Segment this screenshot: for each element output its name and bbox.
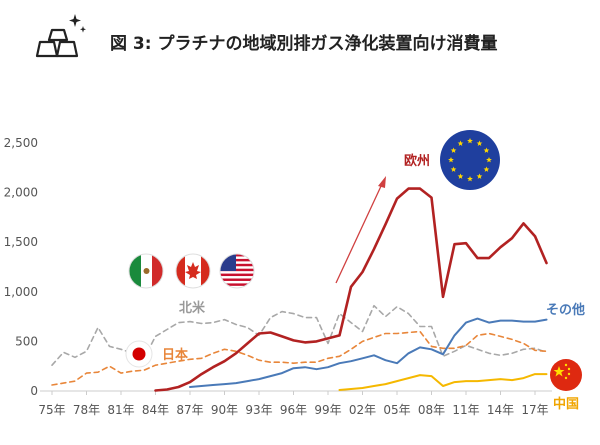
x-tick-label: 14年	[487, 403, 514, 417]
x-tick-label: 17年	[521, 403, 548, 417]
us-stripe	[220, 283, 254, 286]
series-lines	[51, 187, 548, 392]
x-tick-label: 78年	[73, 403, 100, 417]
eu-star	[450, 147, 457, 153]
canada-flag-icon	[175, 253, 211, 289]
label-europe: 欧州	[404, 153, 430, 169]
x-tick-label: 08年	[418, 403, 445, 417]
x-tick-label: 90年	[211, 403, 238, 417]
eu-star	[467, 138, 473, 144]
label-japan: 日本	[162, 347, 188, 363]
x-tick-label: 84年	[142, 403, 169, 417]
y-tick-label: 1,000	[4, 285, 38, 299]
x-tick-label: 05年	[383, 403, 410, 417]
us-stripe	[220, 268, 254, 272]
y-tick-label: 2,000	[4, 186, 38, 200]
x-tick-label: 87年	[176, 403, 203, 417]
y-tick-label: 1,500	[4, 235, 38, 249]
x-tick-label: 81年	[107, 403, 134, 417]
eu-flag-icon	[440, 130, 500, 190]
eu-star	[450, 166, 457, 172]
chart-title: 図 3: プラチナの地域別排ガス浄化装置向け消費量	[110, 33, 497, 54]
gold-bars-icon	[35, 14, 86, 58]
us-stripe	[220, 254, 254, 257]
axes: 0 500 1,000 1,500 2,000 2,500 75年 78年 81年 84年 87年 9…	[4, 136, 552, 417]
eu-star	[486, 157, 492, 163]
growth-arrow	[335, 176, 386, 284]
china-flag-icon	[550, 359, 582, 391]
us-stripe	[220, 263, 254, 267]
eu-star	[476, 173, 483, 179]
x-tick-label: 11年	[452, 403, 479, 417]
eu-star	[467, 176, 473, 182]
x-tick-label: 93年	[245, 403, 272, 417]
eu-star	[483, 166, 490, 172]
series-line-4	[338, 373, 548, 391]
series-line-3	[189, 317, 548, 388]
eu-star	[476, 140, 483, 146]
label-north-america: 北米	[179, 300, 206, 316]
eu-star	[448, 157, 454, 163]
series-line-0	[154, 187, 548, 392]
eu-star	[457, 173, 464, 179]
eu-star	[483, 147, 490, 153]
x-tick-label: 75年	[38, 403, 65, 417]
eu-star	[457, 140, 464, 146]
us-stripe	[220, 258, 254, 262]
x-tick-label: 96年	[280, 403, 307, 417]
y-tick-label: 2,500	[4, 136, 38, 150]
us-stripe	[220, 273, 254, 277]
x-tick-label: 99年	[314, 403, 341, 417]
x-tick-label: 02年	[349, 403, 376, 417]
series-line-2	[51, 330, 548, 386]
us-stripe	[220, 278, 254, 281]
usa-flag-icon	[219, 253, 255, 289]
y-tick-label: 0	[30, 384, 38, 398]
label-china: 中国	[553, 396, 579, 412]
y-tick-label: 500	[15, 334, 38, 348]
label-other: その他	[546, 302, 585, 318]
japan-flag-icon	[125, 340, 153, 368]
mexico-flag-icon	[128, 253, 164, 289]
